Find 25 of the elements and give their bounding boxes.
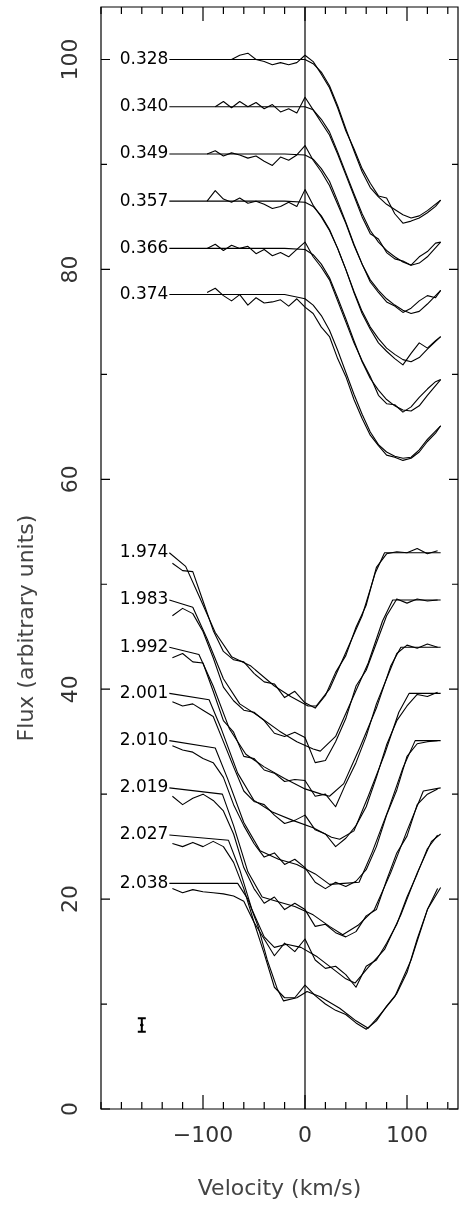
series-label: 0.374 [119, 282, 169, 303]
series-label: 1.992 [119, 635, 169, 656]
y-tick-label: 100 [56, 38, 82, 81]
series-label: 0.366 [119, 236, 169, 257]
series-label: 1.974 [119, 541, 169, 562]
series-label: 0.349 [119, 142, 169, 163]
series-label: 0.340 [119, 95, 169, 116]
x-tick-label: −100 [172, 1121, 234, 1147]
x-tick-label: 100 [386, 1121, 428, 1147]
series-label: 2.010 [119, 729, 169, 750]
series-label: 0.328 [119, 47, 169, 68]
x-axis-title: Velocity (km/s) [197, 1174, 362, 1200]
y-tick-label: 20 [56, 885, 82, 914]
series-label: 2.019 [119, 776, 169, 797]
y-tick-label: 0 [56, 1102, 82, 1116]
series-label: 2.038 [119, 871, 169, 892]
y-axis-title: Flux (arbitrary units) [12, 514, 38, 742]
series-label: 1.983 [119, 588, 169, 609]
y-tick-label: 40 [56, 675, 82, 704]
series-label: 0.357 [119, 189, 169, 210]
series-label: 2.027 [119, 823, 169, 844]
y-tick-label: 80 [56, 255, 82, 284]
y-tick-label: 60 [56, 465, 82, 494]
series-label: 2.001 [119, 681, 169, 702]
x-tick-label: 0 [298, 1121, 312, 1147]
